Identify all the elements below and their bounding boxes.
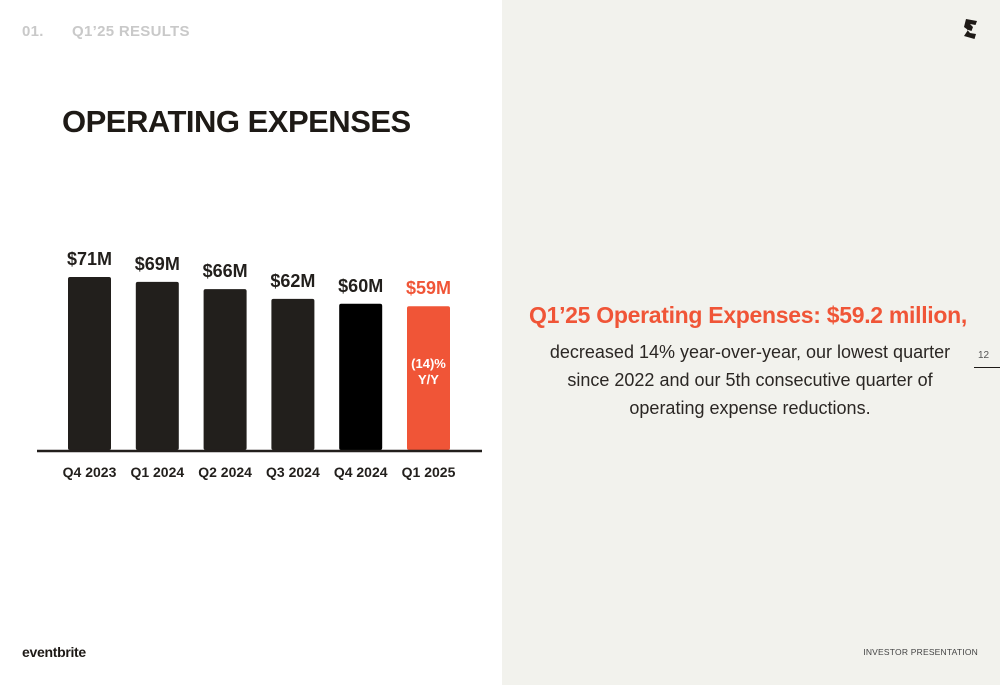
- bar-q2-2024: [203, 289, 247, 450]
- eventbrite-e-icon: [964, 19, 977, 39]
- x-tick-label: Q3 2024: [266, 464, 320, 480]
- operating-expenses-chart: $71M Q4 2023 $69M Q1 2024 $66M Q2 2024 $62M Q3 …: [37, 249, 482, 480]
- footer-label: INVESTOR PRESENTATION: [863, 647, 978, 657]
- bar-q3-2024: [271, 298, 315, 450]
- left-panel: 01. Q1’25 RESULTS OPERATING EXPENSES $71…: [22, 23, 482, 660]
- page-number-rule: [974, 367, 1000, 368]
- bar-q1-2025: [407, 306, 450, 450]
- x-tick-label: Q4 2023: [63, 464, 117, 480]
- x-tick-label: Q4 2024: [334, 464, 388, 480]
- bar-q1-2024: [135, 281, 179, 450]
- bar-q4-2023: [68, 277, 111, 450]
- yoy-annotation: Y/Y: [418, 372, 439, 387]
- page-number: 12: [978, 350, 990, 361]
- bar-value-label: $59M: [406, 278, 451, 298]
- callout-body: decreased 14% year-over-year, our lowest…: [549, 342, 951, 418]
- bar-value-label: $71M: [67, 249, 112, 269]
- bar-value-label: $66M: [203, 261, 248, 281]
- right-panel: [502, 0, 1000, 685]
- bar-value-label: $60M: [338, 276, 383, 296]
- yoy-annotation: (14)%: [411, 356, 446, 371]
- x-tick-label: Q1 2024: [130, 464, 184, 480]
- section-title: Q1’25 RESULTS: [72, 23, 190, 40]
- page-title: OPERATING EXPENSES: [62, 104, 411, 139]
- bar-value-label: $69M: [135, 254, 180, 274]
- eventbrite-logo: eventbrite: [22, 644, 86, 660]
- x-tick-label: Q1 2025: [402, 464, 456, 480]
- section-number: 01.: [22, 23, 44, 40]
- callout-headline: Q1’25 Operating Expenses: $59.2 million,: [529, 302, 967, 328]
- x-tick-label: Q2 2024: [198, 464, 252, 480]
- bar-value-label: $62M: [270, 271, 315, 291]
- bar-q4-2024: [339, 303, 383, 450]
